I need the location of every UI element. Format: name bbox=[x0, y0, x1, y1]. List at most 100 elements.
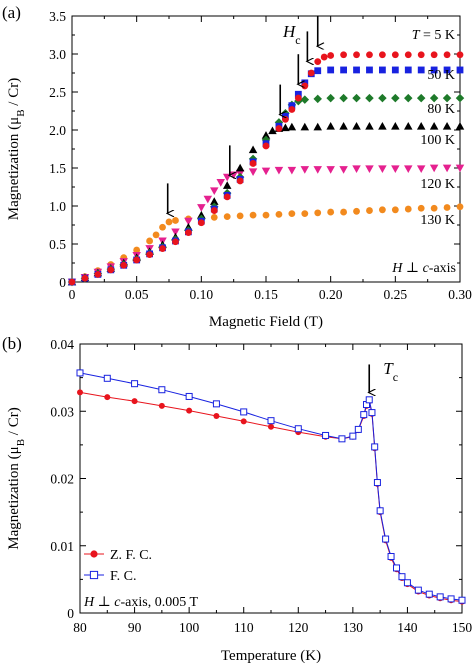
data-point bbox=[131, 380, 139, 388]
data-point bbox=[159, 223, 166, 231]
x-tick-label-b: 120 bbox=[288, 620, 309, 635]
y-tick-label-a: 0.5 bbox=[49, 237, 66, 252]
data-point bbox=[391, 51, 399, 59]
data-point bbox=[416, 165, 426, 174]
data-point bbox=[294, 425, 302, 433]
data-point bbox=[417, 66, 425, 74]
data-point bbox=[416, 93, 426, 103]
data-point bbox=[416, 121, 426, 130]
x-tick-label-a: 0.20 bbox=[319, 287, 343, 302]
data-point bbox=[313, 94, 322, 104]
y-tick-label-b: 0.04 bbox=[50, 337, 74, 352]
data-point bbox=[429, 164, 439, 173]
data-point bbox=[417, 204, 425, 212]
tc-annotation-sub: c bbox=[393, 370, 398, 384]
x-tick-label-a: 0 bbox=[69, 287, 76, 302]
series-label: 120 K bbox=[420, 177, 455, 192]
data-point bbox=[326, 121, 335, 130]
panel-a-ticks: 0 0.05 0.10 0.15 0.20 0.25 0.30 0 0.5 1.0 1.5 2.0 2.… bbox=[49, 9, 472, 302]
x-tick-label-a: 0.25 bbox=[384, 287, 408, 302]
data-point bbox=[366, 51, 373, 59]
measurement-field-c: c bbox=[114, 595, 121, 610]
x-tick-label-b: 110 bbox=[234, 620, 254, 635]
y-tick-label-b: 0.01 bbox=[50, 539, 74, 554]
data-point bbox=[172, 238, 179, 246]
data-point bbox=[382, 535, 390, 543]
x-tick-label-a: 0.30 bbox=[448, 287, 472, 302]
panel-b-y-axis-label-main: Magnetization (μ bbox=[6, 446, 22, 549]
data-point bbox=[274, 166, 284, 175]
data-point bbox=[235, 163, 245, 172]
panel-b-ticks: 80 90 100 110 120 130 140 150 0 0.01 0.02 0.03 0.04 bbox=[50, 337, 472, 635]
data-point bbox=[222, 181, 232, 189]
panel-b-series bbox=[76, 369, 466, 605]
data-point bbox=[262, 142, 270, 150]
data-point bbox=[429, 93, 439, 103]
data-point bbox=[430, 51, 438, 59]
data-point bbox=[365, 121, 374, 130]
data-point bbox=[300, 95, 310, 104]
series-label-t: T bbox=[412, 28, 421, 43]
data-point bbox=[443, 51, 451, 59]
data-point bbox=[387, 553, 395, 561]
data-point bbox=[262, 211, 270, 219]
series-50-k bbox=[68, 66, 464, 286]
data-point bbox=[288, 106, 296, 113]
data-point bbox=[268, 423, 274, 430]
data-point bbox=[165, 218, 173, 226]
data-point bbox=[340, 208, 347, 216]
data-point bbox=[378, 93, 387, 103]
x-tick-label-b: 100 bbox=[179, 620, 200, 635]
data-point bbox=[393, 564, 401, 572]
data-point bbox=[404, 51, 412, 59]
data-point bbox=[249, 160, 257, 167]
data-point bbox=[261, 167, 271, 176]
data-point bbox=[287, 122, 297, 131]
data-point bbox=[216, 179, 225, 187]
data-point bbox=[391, 206, 399, 214]
data-point bbox=[430, 204, 438, 212]
tc-annotation: Tc bbox=[383, 359, 398, 384]
data-point bbox=[417, 51, 425, 59]
x-tick-label-a: 0.05 bbox=[125, 287, 149, 302]
data-point bbox=[403, 579, 411, 587]
data-point bbox=[376, 507, 384, 515]
data-point bbox=[197, 204, 206, 212]
data-point bbox=[313, 166, 322, 174]
data-point bbox=[248, 168, 258, 177]
data-point bbox=[213, 412, 220, 419]
data-point bbox=[326, 166, 335, 174]
data-point bbox=[314, 209, 322, 217]
panel-a-label: (a) bbox=[2, 3, 21, 22]
data-point bbox=[133, 256, 141, 264]
data-point bbox=[268, 126, 277, 135]
y-tick-label-a: 0 bbox=[59, 275, 66, 290]
data-point bbox=[360, 411, 368, 419]
data-point bbox=[236, 177, 244, 185]
data-point bbox=[288, 210, 296, 218]
series-label-value: = 5 K bbox=[419, 28, 455, 43]
data-point bbox=[210, 207, 218, 214]
data-point bbox=[261, 131, 271, 139]
data-point bbox=[171, 228, 180, 237]
data-point bbox=[300, 166, 310, 174]
measurement-field-h: H bbox=[83, 595, 95, 610]
data-point bbox=[212, 400, 220, 408]
panel-a-y-axis-label-end: / Cr) bbox=[6, 78, 22, 110]
data-point bbox=[366, 207, 373, 214]
data-point bbox=[425, 590, 433, 598]
data-point bbox=[340, 66, 347, 74]
data-point bbox=[456, 51, 464, 59]
field-orientation-axis: -axis bbox=[429, 261, 456, 276]
data-point bbox=[282, 115, 289, 123]
x-tick-label-b: 140 bbox=[397, 620, 418, 635]
data-point bbox=[349, 432, 357, 440]
data-point bbox=[185, 229, 192, 237]
data-point bbox=[353, 66, 360, 74]
data-point bbox=[353, 51, 360, 59]
field-orientation-perp: ⊥ bbox=[402, 261, 422, 276]
data-point bbox=[103, 374, 111, 382]
data-point bbox=[294, 94, 302, 102]
data-point bbox=[248, 145, 258, 154]
data-point bbox=[301, 210, 309, 218]
